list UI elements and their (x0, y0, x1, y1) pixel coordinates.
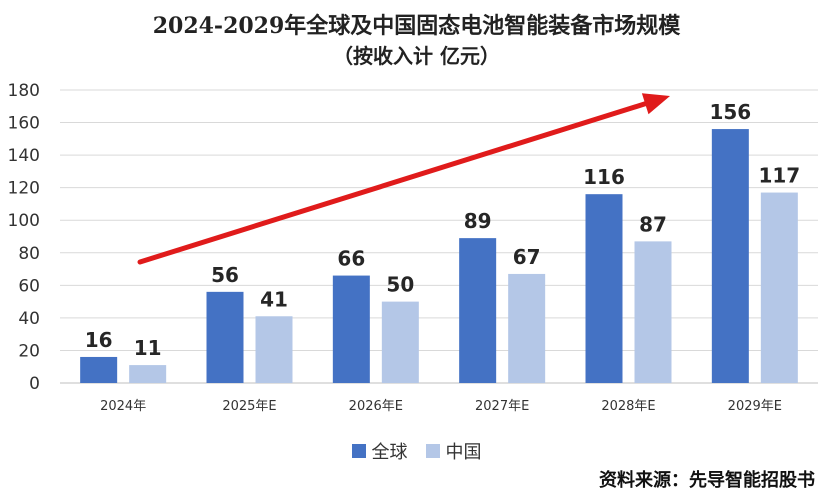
x-tick-label-3: 2027年E (475, 399, 529, 414)
y-tick-label-80: 80 (18, 244, 40, 264)
data-label-china-5: 117 (758, 164, 800, 188)
y-tick-label-60: 60 (18, 276, 40, 296)
data-label-global-0: 16 (85, 328, 113, 352)
bar-china-3 (508, 273, 546, 383)
bar-china-2 (381, 301, 419, 383)
bar-china-1 (255, 316, 293, 383)
bar-global-0 (80, 356, 118, 383)
bar-china-4 (634, 241, 672, 383)
y-tick-label-100: 100 (8, 211, 40, 231)
bar-china-5 (760, 192, 798, 383)
data-label-global-4: 116 (583, 165, 625, 189)
legend: 全球 中国 (0, 438, 833, 464)
x-tick-label-5: 2029年E (728, 399, 782, 414)
legend-swatch-china (425, 444, 440, 458)
y-tick-label-40: 40 (18, 309, 40, 329)
x-tick-label-1: 2025年E (222, 399, 276, 414)
data-label-china-4: 87 (639, 212, 667, 236)
bar-china-0 (129, 365, 167, 383)
bar-global-1 (206, 291, 244, 383)
bar-chart: 0 20 40 60 80 100 120 140 160 180 16 11 2024年 56 41 202… (8, 81, 818, 414)
y-tick-label-120: 120 (8, 179, 40, 199)
x-tick-label-4: 2028年E (601, 399, 655, 414)
bar-global-4 (585, 194, 623, 383)
data-label-china-0: 11 (134, 336, 162, 360)
legend-swatch-global (351, 444, 366, 458)
x-tick-label-0: 2024年 (100, 399, 146, 414)
y-tick-label-140: 140 (8, 146, 40, 166)
legend-item-china: 中国 (425, 438, 482, 464)
y-tick-label-180: 180 (8, 81, 40, 101)
trend-arrow-line (137, 101, 648, 265)
y-tick-label-0: 0 (29, 374, 40, 394)
source-note: 资料来源：先导智能招股书 (599, 470, 815, 491)
bar-global-2 (332, 275, 370, 383)
data-label-global-1: 56 (211, 263, 239, 287)
bar-global-3 (459, 238, 497, 383)
y-tick-label-160: 160 (8, 114, 40, 134)
y-tick-label-20: 20 (18, 341, 40, 361)
data-label-global-2: 66 (337, 247, 365, 271)
legend-label-china: 中国 (445, 442, 482, 463)
legend-label-global: 全球 (371, 442, 408, 463)
data-label-global-3: 89 (464, 209, 492, 233)
trend-arrow-head (641, 93, 670, 115)
data-label-china-3: 67 (513, 245, 541, 269)
chart-title: 2024-2029年全球及中国固态电池智能装备市场规模 (152, 13, 681, 39)
data-label-global-5: 156 (709, 100, 751, 124)
legend-item-global: 全球 (351, 438, 408, 464)
x-tick-label-2: 2026年E (349, 399, 403, 414)
chart-subtitle: （按收入计 亿元） (333, 44, 500, 68)
bar-global-5 (711, 129, 749, 383)
data-label-china-1: 41 (260, 287, 288, 311)
data-label-china-2: 50 (386, 273, 414, 297)
